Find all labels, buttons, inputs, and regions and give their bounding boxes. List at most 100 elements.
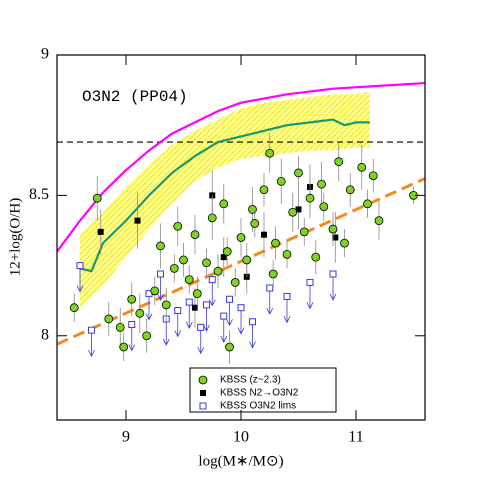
y-tick-label: 8	[41, 326, 49, 343]
x-tick-label: 10	[233, 429, 249, 446]
limit-arrow	[174, 313, 182, 338]
point	[213, 266, 223, 276]
point	[261, 231, 267, 238]
point	[237, 304, 245, 312]
limit-arrow	[329, 277, 337, 301]
x-tick-label: 11	[348, 429, 363, 446]
limit-arrow	[203, 307, 210, 332]
point	[190, 230, 200, 240]
point	[276, 176, 286, 186]
legend-marker	[200, 390, 206, 396]
point	[222, 247, 232, 256]
limit-arrow	[306, 285, 314, 310]
point	[334, 157, 344, 167]
point	[226, 295, 233, 303]
legend-marker	[199, 402, 207, 410]
point	[220, 254, 227, 261]
legend-marker	[198, 375, 208, 385]
point	[332, 234, 339, 241]
point	[242, 255, 252, 265]
x-tick-label: 9	[122, 429, 130, 446]
point	[104, 314, 114, 324]
point	[295, 206, 302, 213]
point	[259, 185, 269, 195]
point	[76, 262, 84, 270]
y-tick-label: 9	[41, 46, 49, 63]
point	[357, 162, 367, 172]
point	[220, 312, 228, 320]
point	[288, 207, 298, 217]
point	[271, 238, 280, 248]
y-axis-label: 12+log(O/H)	[7, 198, 23, 276]
point	[92, 193, 102, 203]
point	[150, 286, 160, 296]
point	[328, 224, 338, 234]
point	[115, 322, 125, 332]
point	[134, 217, 141, 224]
point	[329, 270, 337, 278]
point	[311, 252, 321, 262]
limit-arrow	[237, 310, 245, 335]
limit-arrow	[283, 299, 291, 324]
limit-arrow	[266, 291, 274, 315]
point	[294, 168, 303, 178]
point	[236, 233, 246, 242]
point	[192, 304, 198, 311]
point	[299, 227, 309, 237]
point	[69, 303, 79, 313]
point	[248, 205, 257, 214]
legend-label: KBSS O3N2 lims	[220, 401, 296, 412]
point	[283, 292, 291, 300]
point	[192, 289, 202, 299]
limit-arrow	[76, 268, 84, 293]
limit-arrow	[185, 305, 193, 329]
point	[184, 275, 194, 285]
point	[340, 238, 349, 248]
point	[142, 331, 152, 341]
y-tick-label: 8.5	[29, 186, 49, 203]
fit-line	[57, 177, 425, 346]
point	[156, 241, 165, 251]
legend-label: KBSS (z~2.3)	[220, 375, 281, 386]
point	[225, 342, 234, 352]
point	[135, 308, 145, 318]
limit-arrow	[226, 302, 233, 327]
point	[128, 321, 136, 329]
point	[266, 284, 274, 292]
point	[319, 202, 329, 212]
point	[97, 228, 104, 235]
limit-arrow	[157, 277, 164, 301]
x-axis-label: log(M∗/M⊙)	[198, 453, 283, 469]
point	[169, 263, 179, 273]
band	[80, 91, 370, 308]
point	[345, 185, 355, 195]
point	[179, 255, 188, 265]
point	[174, 307, 182, 314]
point	[185, 298, 193, 306]
point	[119, 342, 129, 352]
point	[250, 219, 260, 228]
fit-line	[57, 81, 425, 253]
point	[363, 199, 372, 209]
plot-area	[57, 81, 425, 364]
point	[202, 258, 211, 268]
point	[161, 300, 171, 310]
point	[317, 179, 326, 189]
point	[88, 326, 95, 334]
limit-arrow	[249, 324, 256, 349]
point	[230, 278, 240, 287]
point	[207, 213, 217, 223]
limit-arrow	[220, 319, 228, 344]
point	[305, 193, 315, 203]
point	[265, 148, 275, 158]
limit-arrow	[145, 296, 153, 321]
point	[127, 294, 137, 304]
limit-arrow	[88, 333, 95, 358]
point	[282, 249, 292, 259]
annotation: O3N2 (PP04)	[82, 88, 188, 106]
limit-arrow	[208, 282, 216, 307]
point	[208, 276, 216, 284]
legend-label: KBSS N2→O3N2	[220, 388, 299, 399]
limit-arrow	[197, 330, 205, 355]
